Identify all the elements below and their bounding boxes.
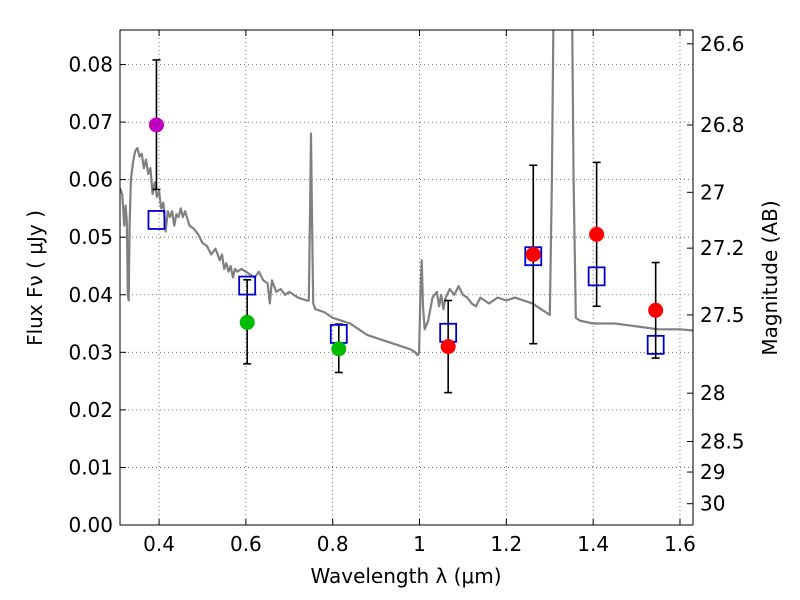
x-tick-label: 1.2 [490,532,522,556]
grid-lines [120,30,693,526]
plot-area [120,30,693,394]
y-tick-label: 0.05 [68,225,113,249]
photometry-point-marker [148,117,164,133]
plot-frame [119,29,694,526]
mag-tick-label: 26.6 [700,32,745,56]
x-tick-label: 1.4 [577,532,609,556]
photometry-point-marker [589,226,605,242]
x-tick-label: 0.8 [317,532,349,556]
y-tick-label: 0.02 [68,398,113,422]
model-square-marker [587,266,606,287]
y-tick-label: 0.03 [68,340,113,364]
spectrum-line [120,30,693,357]
y-tick-label: 0.00 [68,513,113,537]
x-tick-label: 0.4 [143,532,175,556]
x-axis-title: Wavelength λ (μm) [310,564,501,588]
mag-tick-label: 27.2 [700,236,745,260]
photometry-point-marker [440,339,456,355]
y-tick-label: 0.06 [68,168,113,192]
model-square-marker [238,275,257,296]
mag-tick-label: 30 [700,492,725,516]
mag-tick-label: 26.8 [700,113,745,137]
y-tick-label: 0.01 [68,455,113,479]
mag-tick-label: 28 [700,381,725,405]
mag-tick-label: 28.5 [700,430,745,454]
mag-tick-label: 27 [700,180,725,204]
x-tick-label: 1 [413,532,426,556]
y-tick-label: 0.08 [68,53,113,77]
x-tick-label: 0.6 [230,532,262,556]
y-tick-label: 0.07 [68,110,113,134]
photometry-point-marker [331,341,347,357]
axis-ticks: 0.4 0.6 0.8 1 1.2 1.4 1.6 0.00 0.01 0.02 0.03 0.04 0… [68,30,745,556]
y2-axis-title: Magnitude (AB) [758,200,782,355]
model-square-marker [147,210,166,230]
photometry-point-marker [648,302,664,318]
x-tick-label: 1.6 [664,532,696,556]
mag-tick-label: 27.5 [700,303,745,327]
y-tick-label: 0.04 [68,283,113,307]
photometry-point-marker [525,246,541,262]
model-square-marker [646,334,665,355]
mag-tick-label: 29 [700,460,725,484]
photometry-point-marker [239,314,255,330]
y-axis-title: Flux Fν ( μJy ) [23,210,47,346]
